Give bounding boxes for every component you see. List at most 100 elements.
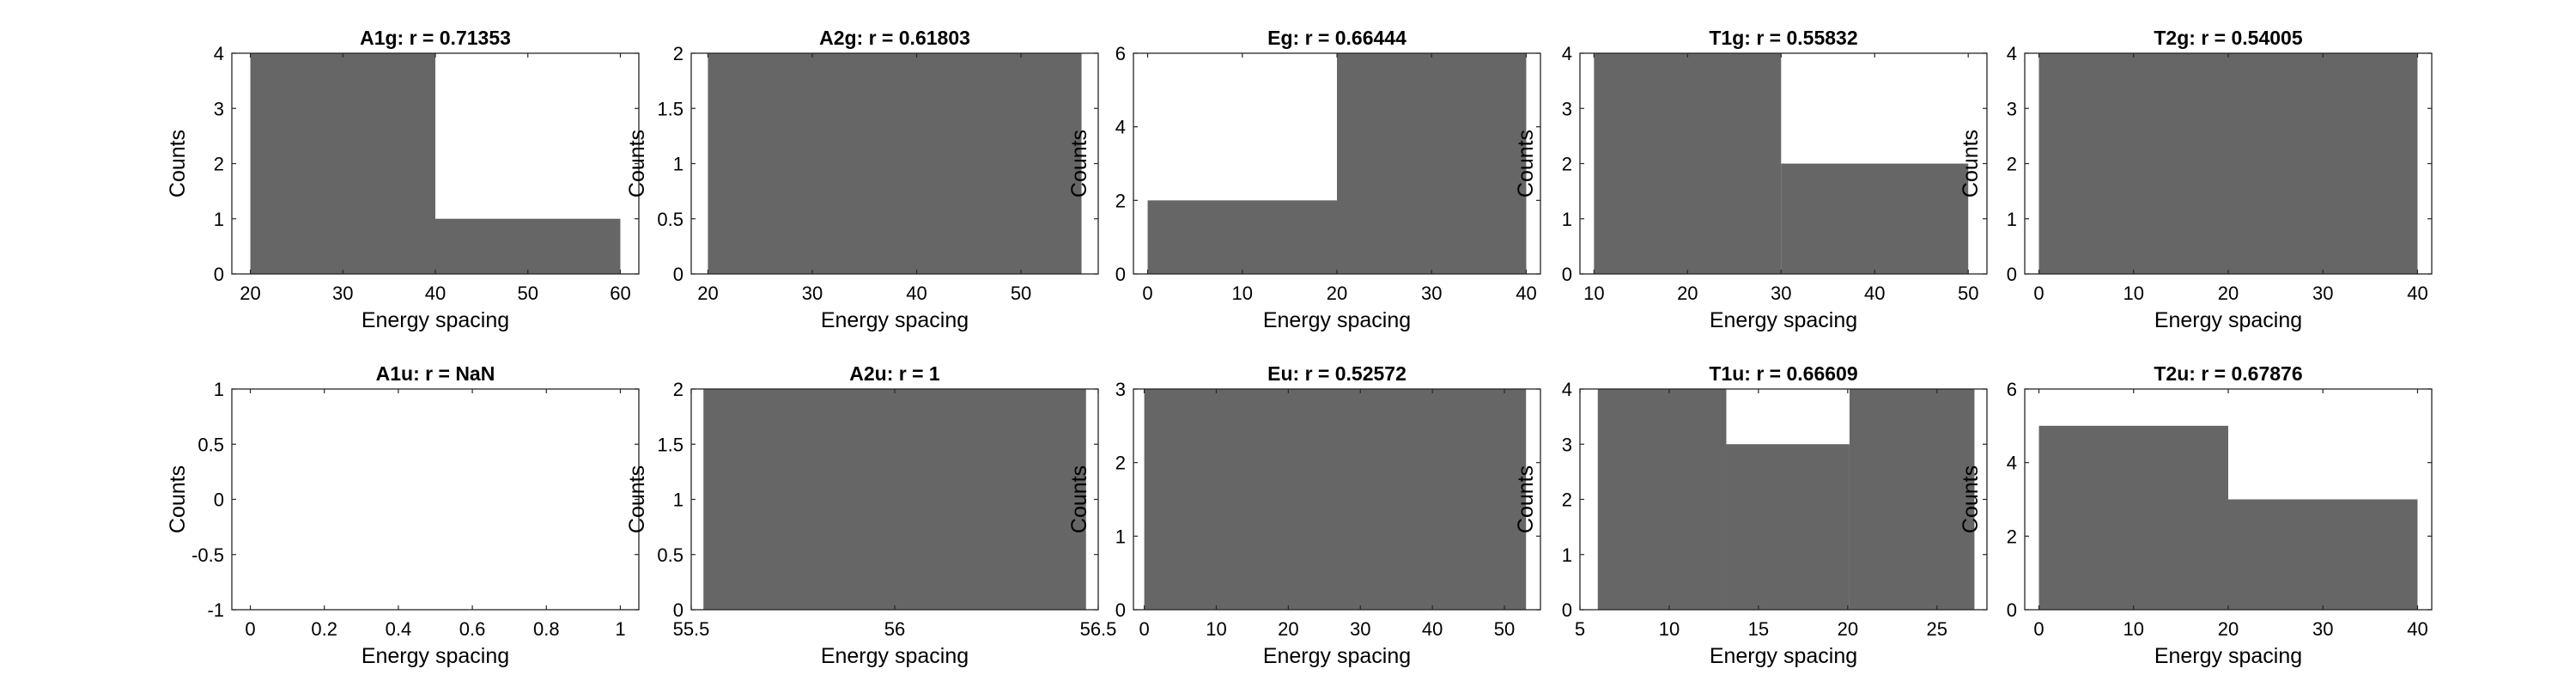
y-tick-label: 3 [214, 98, 224, 119]
subplot-a2u: 55.5 56 56.5 0 0.5 1 1.5 2 A2u: r = 1 Energy spac… [625, 362, 1116, 668]
x-tick-label: 1 [615, 618, 625, 640]
x-tick-label: 20 [697, 283, 718, 304]
y-tick-label: 0 [214, 264, 224, 285]
subplot-t1u: 5 10 15 20 25 0 1 2 3 4 T1u: r = 0.66609 Energy spa… [1514, 362, 1988, 668]
x-tick-label: 0.6 [459, 618, 486, 640]
y-tick-label: 0 [1562, 264, 1572, 285]
y-tick-label: 0 [2007, 599, 2017, 621]
x-tick-label: 30 [1350, 618, 1370, 640]
x-tick-label: 30 [2312, 618, 2333, 640]
y-tick-label: 1.5 [657, 434, 683, 455]
x-tick-label: 50 [1494, 618, 1515, 640]
histogram-bar [435, 218, 621, 274]
y-tick-label: 2 [1562, 489, 1572, 511]
subplot-eu: 0 10 20 30 40 50 0 1 2 3 Eu: r = 0.52572 Energy spa… [1067, 362, 1541, 668]
subplot-title: A1u: r = NaN [376, 362, 495, 385]
x-axis-label: Energy spacing [361, 308, 509, 332]
x-tick-label: 30 [332, 283, 353, 304]
y-tick-label: 2 [1115, 190, 1126, 211]
y-tick-label: 3 [1562, 434, 1572, 455]
x-tick-label: 20 [2218, 618, 2239, 640]
x-tick-label: 10 [2123, 283, 2144, 304]
histogram-bar [2038, 53, 2418, 274]
y-axis-label: Counts [1514, 130, 1538, 198]
x-tick-label: 0.4 [386, 618, 412, 640]
y-axis-label: Counts [166, 130, 190, 198]
x-tick-label: 10 [1232, 283, 1253, 304]
subplot-title: Eg: r = 0.66444 [1267, 27, 1406, 49]
x-tick-label: 10 [1206, 618, 1226, 640]
x-tick-label: 30 [802, 283, 823, 304]
y-tick-label: 3 [1115, 379, 1126, 400]
x-tick-label: 60 [610, 283, 630, 304]
x-tick-label: 20 [240, 283, 260, 304]
x-tick-label: 40 [906, 283, 927, 304]
histogram-bar [703, 389, 1086, 610]
subplot-a2g: 20 30 40 50 0 0.5 1 1.5 2 A2g: r = 0.61803 Energy … [625, 27, 1099, 332]
x-tick-label: 0 [2033, 618, 2044, 640]
x-tick-label: 5 [1575, 618, 1585, 640]
x-tick-label: 25 [1927, 618, 1947, 640]
x-tick-label: 20 [2218, 283, 2239, 304]
x-tick-label: 0 [1139, 618, 1149, 640]
y-tick-label: 4 [1562, 43, 1572, 64]
y-tick-label: 6 [2007, 379, 2017, 400]
subplot-title: T1u: r = 0.66609 [1709, 362, 1857, 385]
x-tick-label: 0.2 [311, 618, 337, 640]
subplot-t1g: 10 20 30 40 50 0 1 2 3 4 T1g: r = 0.55832 Energy sp… [1514, 27, 1988, 332]
x-tick-label: 0 [245, 618, 255, 640]
x-tick-label: 50 [1011, 283, 1031, 304]
x-axis-label: Energy spacing [2154, 644, 2302, 668]
x-tick-label: 0 [1142, 283, 1152, 304]
y-tick-label: 6 [1115, 43, 1126, 64]
histogram-bar [2228, 499, 2418, 610]
histogram-bar [1726, 444, 1850, 610]
y-tick-label: -1 [207, 599, 224, 621]
y-tick-label: 4 [1562, 379, 1572, 400]
x-axis-label: Energy spacing [1263, 644, 1411, 668]
x-tick-label: 10 [1583, 283, 1604, 304]
y-axis-label: Counts [166, 465, 190, 533]
subplot-title: A2u: r = 1 [849, 362, 940, 385]
x-axis-label: Energy spacing [2154, 308, 2302, 332]
histogram-bar [1781, 163, 1969, 274]
x-tick-label: 50 [1958, 283, 1978, 304]
x-tick-label: 0 [2033, 283, 2044, 304]
y-tick-label: 1 [214, 379, 224, 400]
y-tick-label: 3 [2007, 98, 2017, 119]
y-tick-label: 1.5 [657, 98, 683, 119]
x-tick-label: 40 [2407, 618, 2427, 640]
y-axis-label: Counts [1067, 465, 1091, 533]
x-tick-label: 30 [2312, 283, 2333, 304]
x-axis-label: Energy spacing [821, 308, 969, 332]
y-tick-label: 0 [1562, 599, 1572, 621]
y-tick-label: 2 [673, 379, 683, 400]
x-tick-label: 20 [1327, 283, 1347, 304]
y-tick-label: 2 [2007, 526, 2017, 547]
y-tick-label: 0.5 [657, 209, 683, 230]
subplot-title: T2u: r = 0.67876 [2154, 362, 2302, 385]
x-tick-label: 30 [1771, 283, 1791, 304]
y-tick-label: 0 [673, 264, 683, 285]
x-axis-label: Energy spacing [1263, 308, 1411, 332]
axes-box [1133, 388, 1541, 611]
x-tick-label: 40 [2407, 283, 2427, 304]
y-tick-label: 1 [673, 154, 683, 175]
y-tick-label: 1 [673, 489, 683, 511]
x-tick-label: 40 [1864, 283, 1885, 304]
x-tick-label: 0.8 [533, 618, 560, 640]
y-tick-label: 1 [2007, 209, 2017, 230]
x-tick-label: 10 [1659, 618, 1680, 640]
histogram-bar [708, 53, 1082, 274]
y-tick-label: 2 [673, 43, 683, 64]
y-tick-label: 0 [1115, 264, 1126, 285]
subplot-title: Eu: r = 0.52572 [1267, 362, 1406, 385]
y-tick-label: 4 [1115, 117, 1126, 138]
x-axis-label: Energy spacing [1710, 644, 1857, 668]
x-tick-label: 50 [517, 283, 538, 304]
y-axis-label: Counts [625, 465, 649, 533]
histogram-bar [1597, 389, 1727, 610]
x-axis-label: Energy spacing [1710, 308, 1857, 332]
y-axis-label: Counts [1959, 465, 1983, 533]
